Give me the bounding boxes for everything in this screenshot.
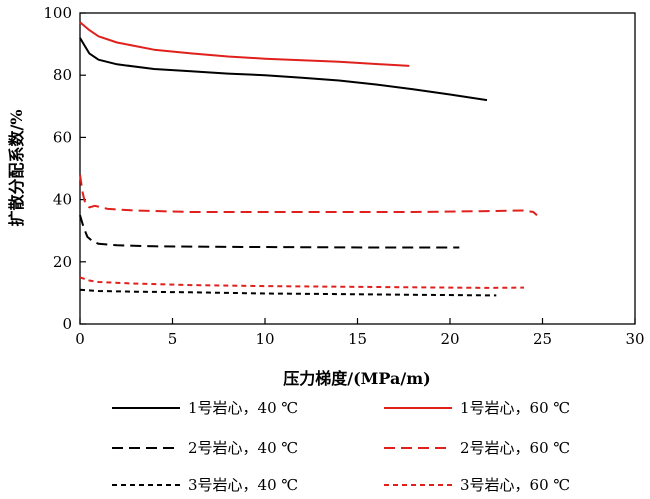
x-tick-label: 25 [533, 330, 552, 348]
y-tick-label: 40 [53, 191, 72, 209]
series-line [79, 21, 410, 67]
legend-label: 3号岩心，40 ℃ [188, 476, 298, 494]
series-line [79, 174, 538, 216]
series-lines [79, 21, 538, 297]
axis-tick-labels: 0 5 10 15 20 25 30 0 20 40 60 80 100 [43, 4, 644, 348]
y-tick-label: 100 [43, 4, 72, 22]
x-tick-label: 30 [625, 330, 644, 348]
series-line [79, 214, 460, 249]
legend-label: 2号岩心，40 ℃ [188, 439, 298, 457]
x-axis-title: 压力梯度/(MPa/m) [283, 369, 430, 388]
y-tick-label: 0 [62, 315, 72, 333]
plot-frame [79, 12, 636, 325]
y-axis-title: 扩散分配系数/% [7, 109, 26, 226]
legend-label: 1号岩心，40 ℃ [188, 399, 298, 417]
legend: 1号岩心，40 ℃ 1号岩心，60 ℃ 2号岩心，40 ℃ 2号岩心，60 ℃ 3号岩心… [112, 399, 570, 494]
x-tick-label: 15 [348, 330, 367, 348]
y-tick-label: 80 [53, 66, 72, 84]
axis-ticks [79, 12, 636, 325]
y-tick-label: 60 [53, 128, 72, 146]
x-tick-label: 0 [75, 330, 85, 348]
x-tick-label: 10 [255, 330, 274, 348]
legend-label: 2号岩心，60 ℃ [460, 439, 570, 457]
legend-label: 1号岩心，60 ℃ [460, 399, 570, 417]
x-tick-label: 5 [168, 330, 178, 348]
legend-label: 3号岩心，60 ℃ [460, 476, 570, 494]
y-tick-label: 20 [53, 253, 72, 271]
series-line [79, 276, 525, 289]
series-line [79, 288, 497, 297]
x-tick-label: 20 [440, 330, 459, 348]
series-line [79, 37, 488, 102]
